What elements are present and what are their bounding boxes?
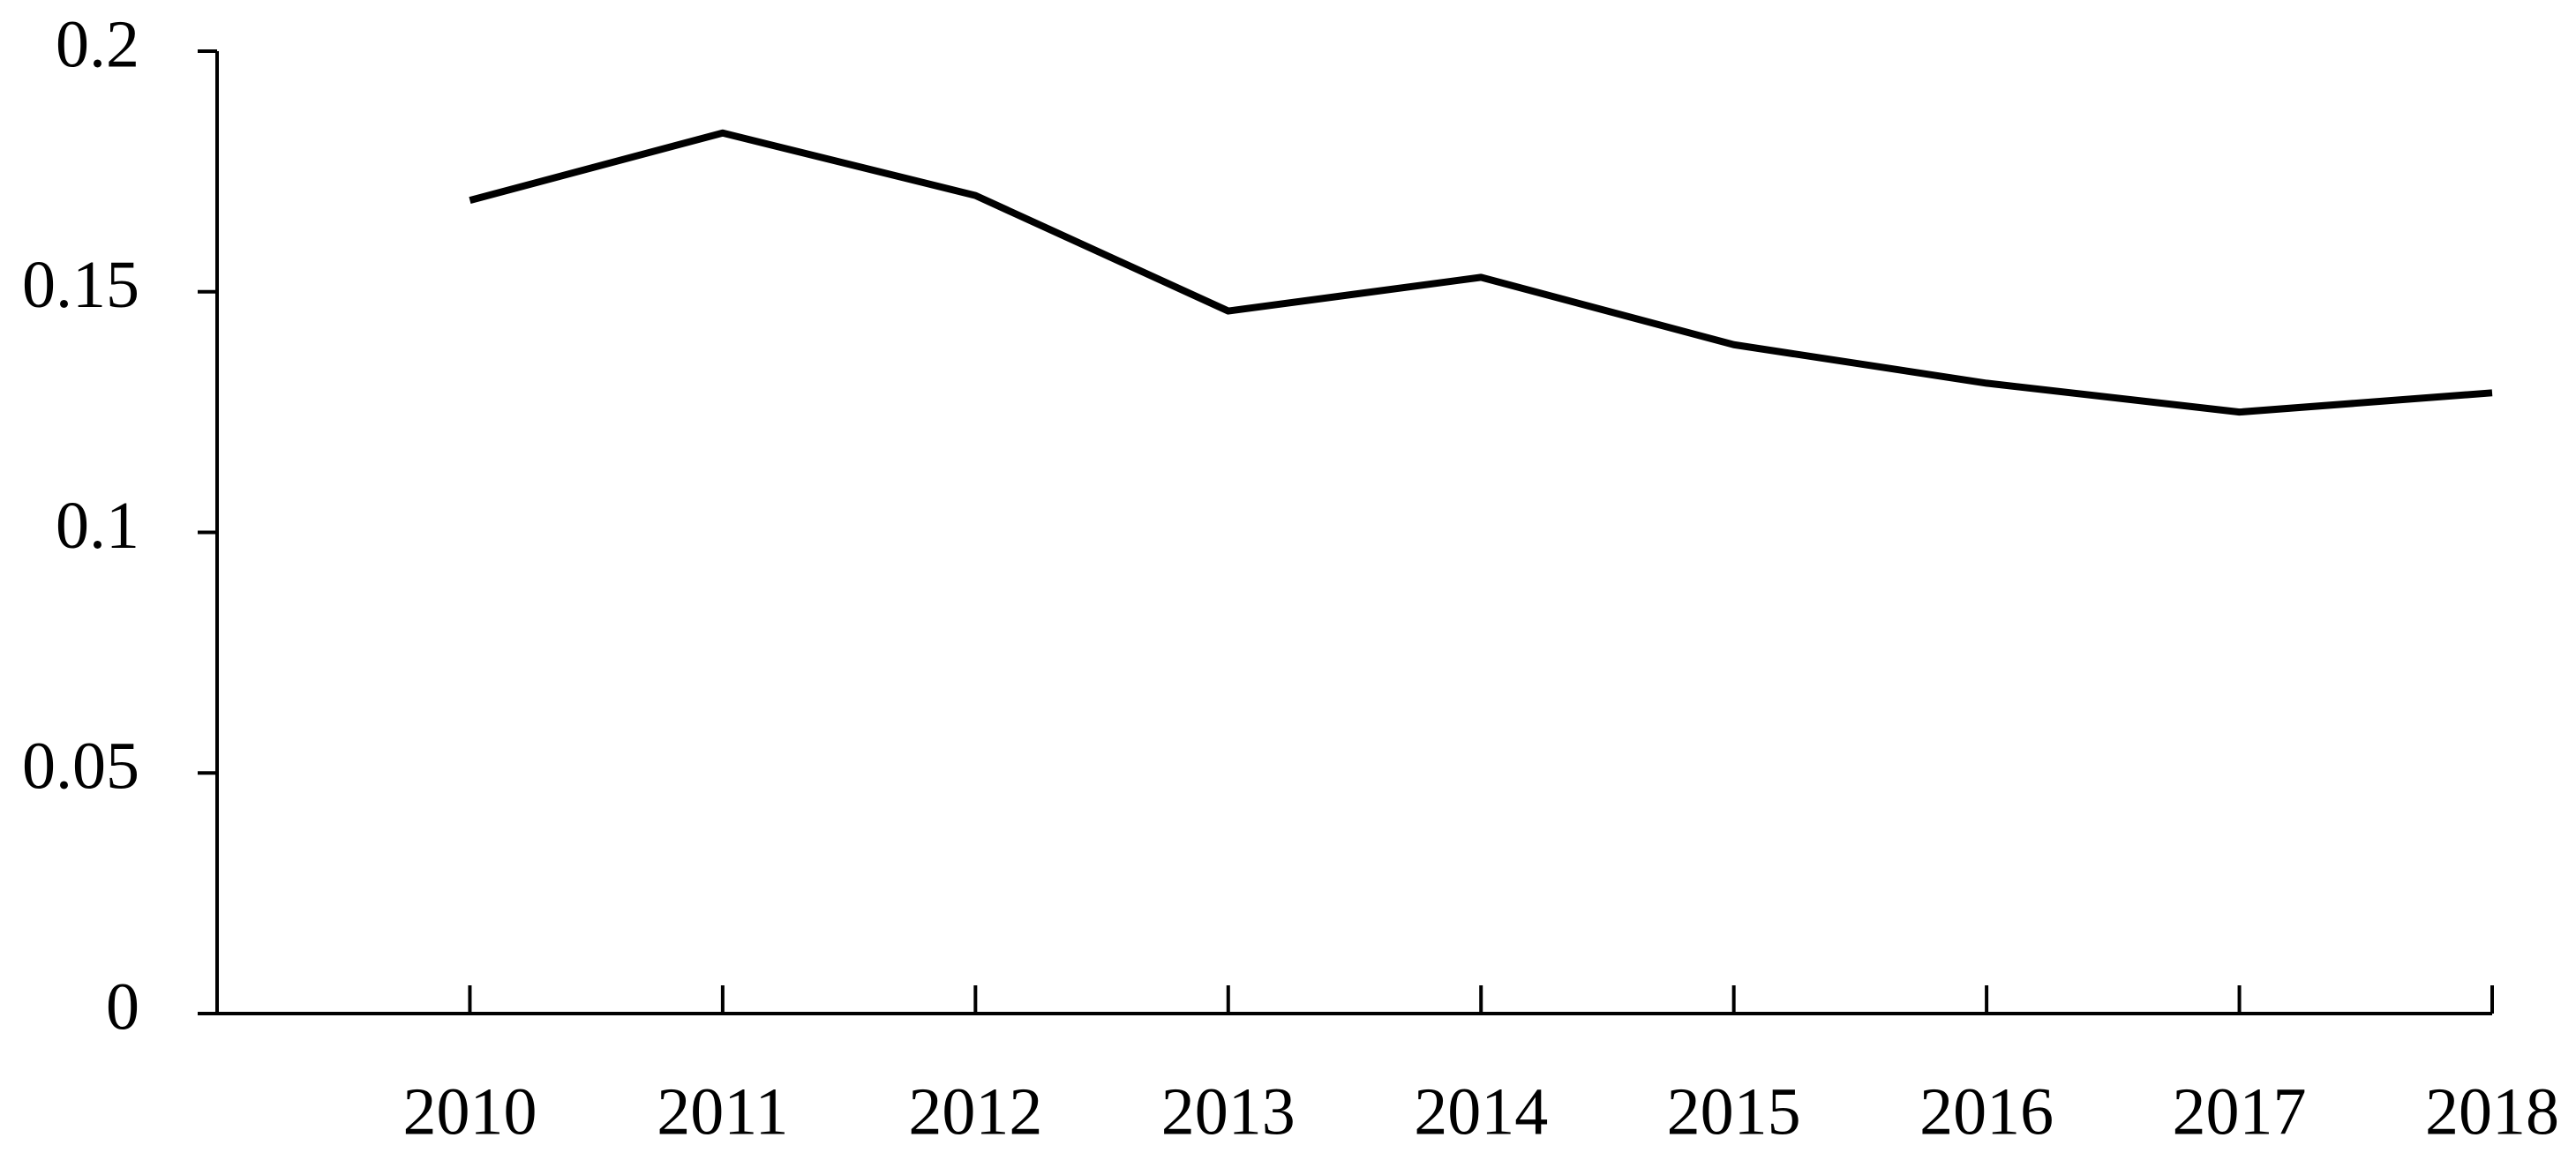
x-tick-label: 2012 bbox=[908, 1074, 1042, 1149]
x-tick-label: 2014 bbox=[1414, 1074, 1548, 1149]
x-tick-label: 2017 bbox=[2173, 1074, 2307, 1149]
x-tick-label: 2011 bbox=[657, 1074, 788, 1149]
line-series bbox=[469, 129, 2493, 416]
x-tick-label: 2018 bbox=[2425, 1074, 2559, 1149]
y-tick-label: 0 bbox=[106, 969, 139, 1044]
x-tick-label: 2013 bbox=[1161, 1074, 1296, 1149]
y-tick-label: 0.05 bbox=[22, 730, 139, 804]
x-tick-label: 2015 bbox=[1667, 1074, 1801, 1149]
x-tick-label: 2010 bbox=[402, 1074, 537, 1149]
y-tick-label: 0.1 bbox=[56, 489, 139, 563]
x-tick-label: 2016 bbox=[1919, 1074, 2054, 1149]
y-tick-label: 0.15 bbox=[22, 248, 139, 322]
y-tick-label: 0.2 bbox=[56, 7, 139, 81]
